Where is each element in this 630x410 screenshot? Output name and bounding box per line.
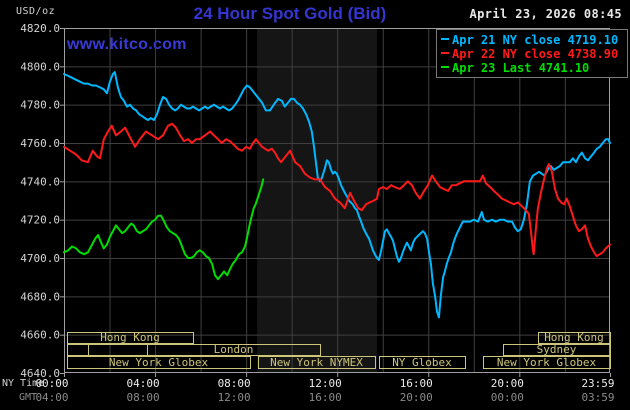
y-tick-label: 4760.0 bbox=[20, 137, 60, 150]
session-box bbox=[67, 332, 194, 344]
legend-entry: Apr 22 NY close 4738.90 bbox=[452, 47, 618, 61]
session-box-label: New York Globex bbox=[497, 356, 597, 369]
session-box bbox=[483, 356, 611, 369]
x-tick-label-gmt: 03:59 bbox=[581, 391, 614, 404]
x-tick-label-ny: 20:00 bbox=[491, 377, 524, 390]
session-box bbox=[379, 356, 466, 369]
x-tick-label-ny: 23:59 bbox=[581, 377, 614, 390]
x-axis-labels: 00:0004:0004:0008:0008:0012:0012:0016:00… bbox=[35, 377, 614, 404]
session-box bbox=[147, 344, 321, 356]
session-box-label: New York Globex bbox=[109, 356, 209, 369]
legend-dash bbox=[441, 38, 449, 40]
y-axis-labels: 4820.0 4800.0 4780.0 4760.0 4740.0 4720.0 4700… bbox=[20, 22, 60, 380]
x-tick-label-ny: 08:00 bbox=[218, 377, 251, 390]
y-tick-label: 4800.0 bbox=[20, 60, 60, 73]
x-axis-caption-ny-time: NY Time bbox=[2, 378, 45, 389]
nymex-session-band bbox=[257, 28, 378, 373]
session-box-label: Hong Kong bbox=[100, 331, 160, 344]
session-box-label: Hong Kong bbox=[544, 331, 604, 344]
legend-box bbox=[436, 29, 628, 78]
session-box bbox=[538, 332, 611, 344]
session-box bbox=[503, 344, 611, 356]
series-line-apr-23 bbox=[63, 178, 265, 281]
session-box-label: Sydney bbox=[537, 343, 577, 356]
x-tick-label-ny: 12:00 bbox=[309, 377, 342, 390]
y-tick-label: 4740.0 bbox=[20, 175, 60, 188]
chart-datetime: April 23, 2026 08:45 bbox=[469, 7, 622, 21]
x-tick-label-ny: 04:00 bbox=[127, 377, 160, 390]
y-tick-label: 4640.0 bbox=[20, 367, 60, 380]
session-box-label: NY Globex bbox=[392, 356, 452, 369]
y-tick-label: 4720.0 bbox=[20, 214, 60, 227]
series-line-apr-21 bbox=[63, 71, 611, 319]
x-tick-label-ny: 16:00 bbox=[400, 377, 433, 390]
y-tick-label: 4700.0 bbox=[20, 252, 60, 265]
x-tick-label-gmt: 20:00 bbox=[400, 391, 433, 404]
legend-dash bbox=[441, 66, 449, 68]
y-tick-label: 4820.0 bbox=[20, 22, 60, 35]
x-tick-label-gmt: 12:00 bbox=[218, 391, 251, 404]
plot-border bbox=[64, 28, 610, 373]
session-box bbox=[67, 356, 251, 369]
y-tick-label: 4780.0 bbox=[20, 99, 60, 112]
kitco-watermark: www.kitco.com bbox=[67, 36, 187, 53]
legend-entry: Apr 21 NY close 4719.10 bbox=[452, 33, 618, 47]
session-box bbox=[258, 356, 376, 369]
y-axis-units-label: USD/oz bbox=[16, 6, 56, 17]
x-tick-label-ny: 00:00 bbox=[35, 377, 68, 390]
axis-ticks bbox=[60, 28, 611, 377]
x-axis-caption-gmt: GMT bbox=[19, 392, 38, 403]
y-tick-label: 4680.0 bbox=[20, 290, 60, 303]
x-tick-label-gmt: 08:00 bbox=[127, 391, 160, 404]
legend-dash bbox=[441, 52, 449, 54]
x-tick-label-gmt: 00:00 bbox=[491, 391, 524, 404]
series-line-apr-22 bbox=[63, 122, 611, 258]
session-box bbox=[67, 344, 89, 356]
chart-title: 24 Hour Spot Gold (Bid) bbox=[193, 4, 387, 23]
x-tick-label-gmt: 16:00 bbox=[309, 391, 342, 404]
legend-entry: Apr 23 Last 4741.10 bbox=[452, 61, 589, 75]
gridlines bbox=[64, 28, 610, 373]
session-box-label: London bbox=[214, 343, 254, 356]
session-box bbox=[88, 344, 148, 356]
y-tick-label: 4660.0 bbox=[20, 329, 60, 342]
x-tick-label-gmt: 04:00 bbox=[35, 391, 68, 404]
session-box-label: New York NYMEX bbox=[270, 356, 363, 369]
